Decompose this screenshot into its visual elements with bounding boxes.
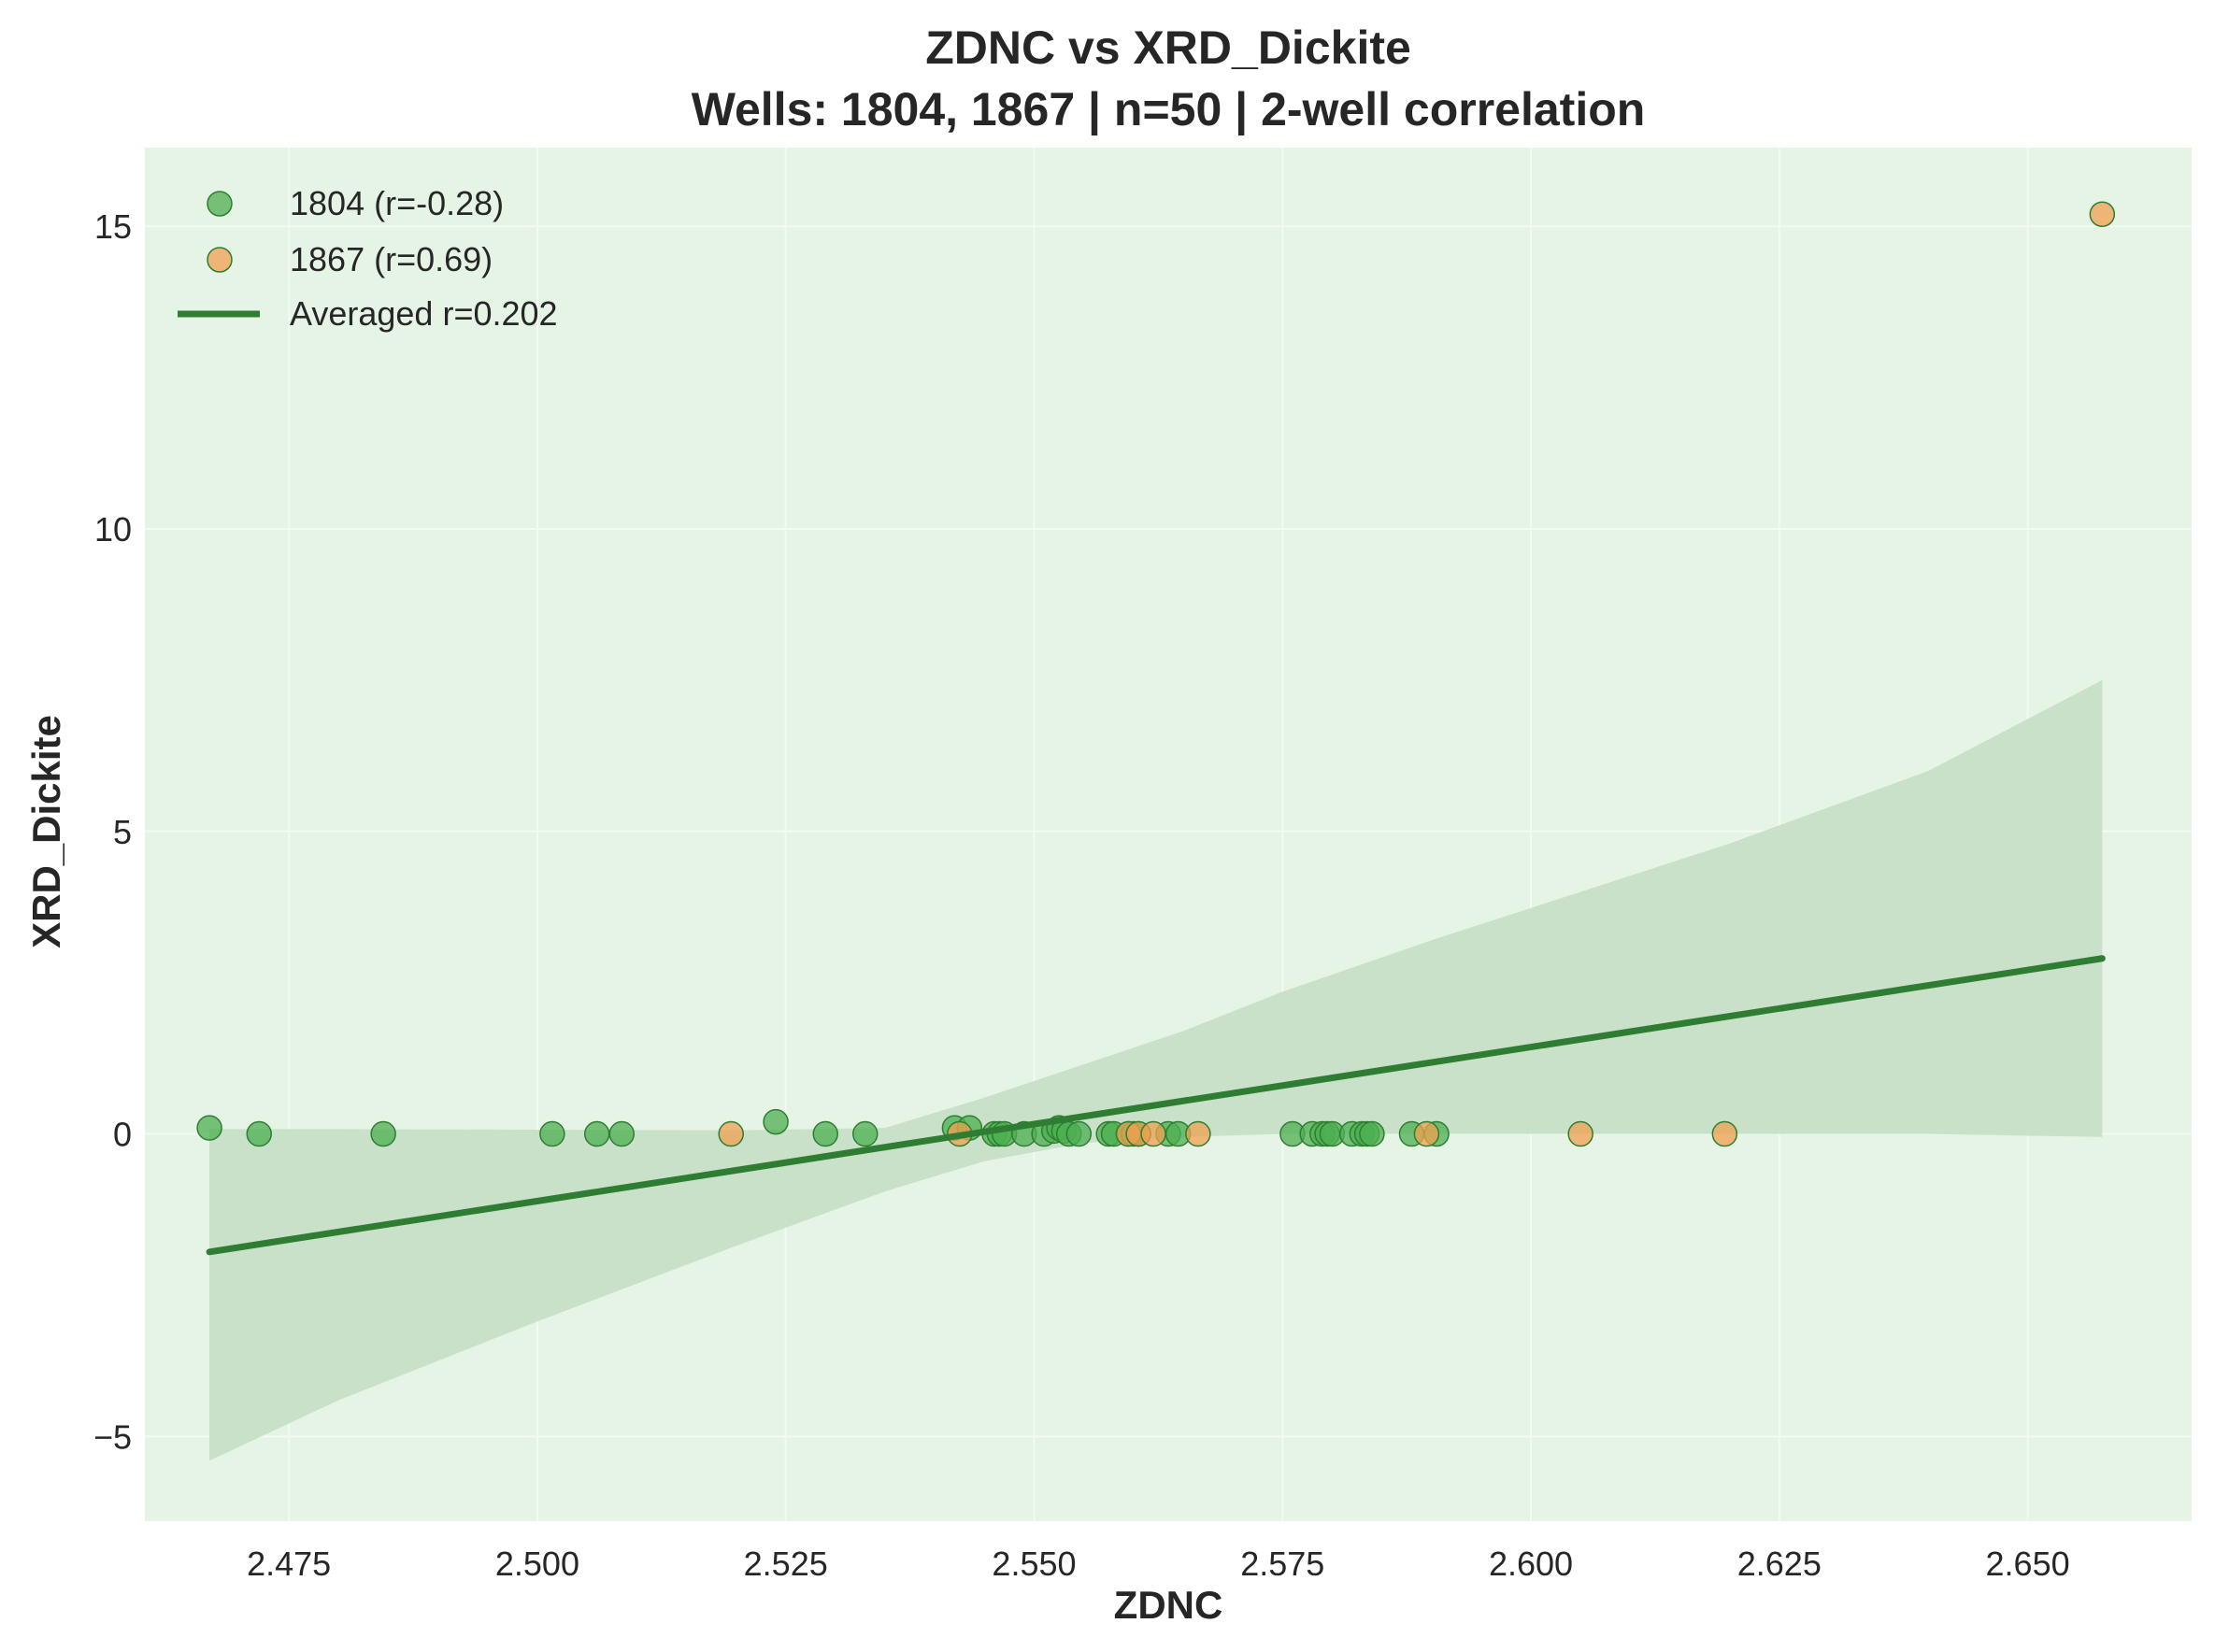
y-tick-label: 10 bbox=[94, 510, 132, 548]
data-point-1867 bbox=[1140, 1120, 1166, 1147]
series-1867-points bbox=[718, 201, 2116, 1147]
y-tick-label: 0 bbox=[113, 1116, 132, 1154]
x-axis-label: ZDNC bbox=[1114, 1583, 1223, 1627]
x-tick-label: 2.600 bbox=[1489, 1545, 1573, 1583]
legend-label-1867: 1867 (r=0.69) bbox=[290, 240, 493, 278]
legend-label-fit: Averaged r=0.202 bbox=[290, 294, 558, 333]
confidence-band bbox=[209, 679, 2103, 1461]
x-tick-label: 2.525 bbox=[744, 1545, 828, 1583]
chart-title: ZDNC vs XRD_Dickite bbox=[925, 21, 1411, 74]
fit-line bbox=[206, 955, 2106, 1256]
y-axis-ticks: −5 0 5 10 15 bbox=[93, 207, 132, 1456]
legend-marker-1804 bbox=[207, 191, 233, 217]
data-point-1804 bbox=[852, 1120, 879, 1147]
legend: 1804 (r=-0.28) 1867 (r=0.69) Averaged r=… bbox=[178, 184, 558, 333]
data-point-1804 bbox=[1065, 1120, 1093, 1147]
data-point-1804 bbox=[812, 1120, 838, 1147]
data-point-1804 bbox=[370, 1120, 396, 1147]
data-point-1867 bbox=[2089, 201, 2116, 227]
data-point-1867 bbox=[1185, 1120, 1211, 1147]
x-tick-label: 2.650 bbox=[1986, 1545, 2070, 1583]
x-tick-label: 2.475 bbox=[247, 1545, 331, 1583]
y-tick-label: 15 bbox=[94, 207, 132, 246]
data-point-1804 bbox=[1359, 1120, 1385, 1147]
x-tick-label: 2.625 bbox=[1737, 1545, 1822, 1583]
chart-subtitle: Wells: 1804, 1867 | n=50 | 2-well correl… bbox=[692, 83, 1646, 136]
data-point-1804 bbox=[246, 1120, 273, 1147]
y-axis-label: XRD_Dickite bbox=[24, 715, 68, 948]
data-point-1804 bbox=[608, 1120, 636, 1147]
y-tick-label: 5 bbox=[113, 813, 132, 851]
data-point-1867 bbox=[1413, 1120, 1440, 1147]
data-point-1804 bbox=[196, 1115, 222, 1141]
data-point-1804 bbox=[583, 1120, 610, 1147]
data-point-1867 bbox=[1567, 1120, 1593, 1147]
data-point-1804 bbox=[539, 1120, 565, 1147]
data-point-1804 bbox=[763, 1108, 789, 1135]
y-tick-label: −5 bbox=[93, 1417, 132, 1456]
legend-marker-1867 bbox=[207, 247, 233, 273]
legend-label-1804: 1804 (r=-0.28) bbox=[290, 184, 504, 222]
x-tick-label: 2.500 bbox=[495, 1545, 579, 1583]
data-point-1867 bbox=[718, 1120, 744, 1147]
x-axis-ticks: 2.475 2.500 2.525 2.550 2.575 2.600 2.625 2.650 bbox=[247, 1545, 2070, 1583]
data-point-1867 bbox=[1711, 1120, 1738, 1147]
x-tick-label: 2.550 bbox=[992, 1545, 1076, 1583]
x-tick-label: 2.575 bbox=[1240, 1545, 1324, 1583]
